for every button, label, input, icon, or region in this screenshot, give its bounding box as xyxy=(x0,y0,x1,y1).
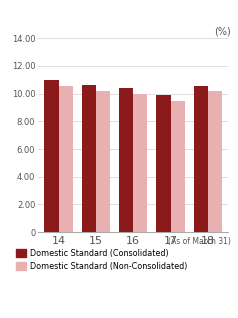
Text: (As of March 31): (As of March 31) xyxy=(168,237,231,246)
Bar xyxy=(59,86,73,232)
Bar xyxy=(82,85,96,232)
Bar xyxy=(119,88,133,232)
Bar xyxy=(45,80,59,232)
Text: Capital Adequacy Ratio: Capital Adequacy Ratio xyxy=(41,10,197,23)
Bar xyxy=(156,95,171,232)
Text: (%): (%) xyxy=(214,27,231,37)
Bar xyxy=(133,93,148,232)
Legend: Domestic Standard (Consolidated), Domestic Standard (Non-Consolidated): Domestic Standard (Consolidated), Domest… xyxy=(16,249,187,271)
Bar xyxy=(194,86,208,232)
Bar xyxy=(171,101,185,232)
Bar xyxy=(96,91,110,232)
Bar xyxy=(208,91,222,232)
